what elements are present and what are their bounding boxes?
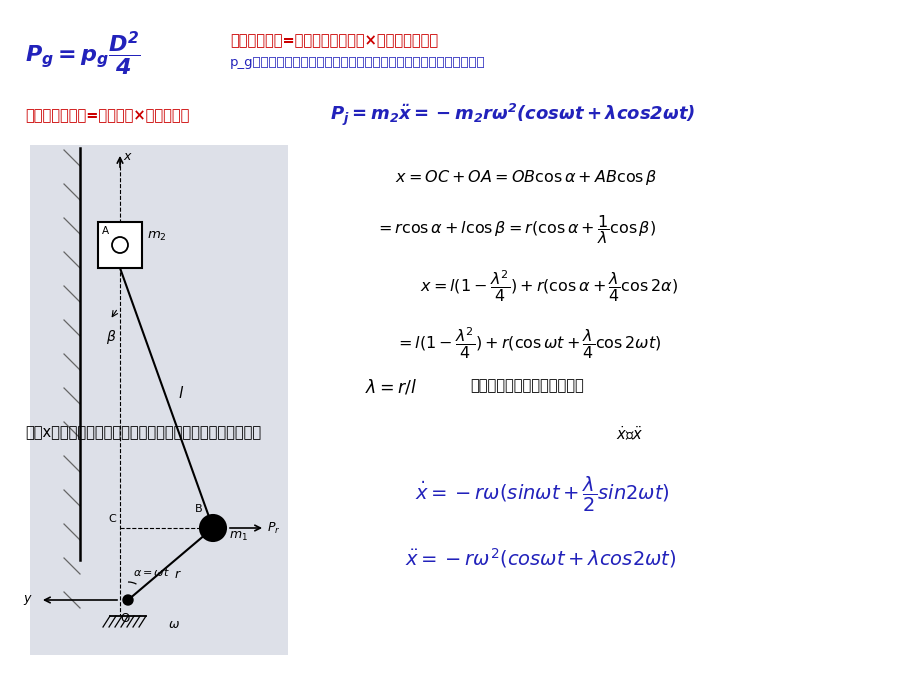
Circle shape	[123, 595, 133, 605]
Text: $= l(1 - \dfrac{\lambda^2}{4}) + r(\cos\omega t + \dfrac{\lambda}{4}\cos 2\omega: $= l(1 - \dfrac{\lambda^2}{4}) + r(\cos\…	[394, 325, 661, 361]
Text: $y$: $y$	[23, 593, 33, 607]
Text: p_g是活塞顶面受到的单位爆发压力（压强），通过单缸试验实测得到: p_g是活塞顶面受到的单位爆发压力（压强），通过单缸试验实测得到	[230, 56, 485, 69]
Text: 有了x，分别求一阶导数和二阶导数，就可以求出活塞的速度: 有了x，分别求一阶导数和二阶导数，就可以求出活塞的速度	[25, 425, 261, 440]
Text: $l$: $l$	[178, 385, 185, 401]
Text: $\dot{x} = -r\omega(sin\omega t + \dfrac{\lambda}{2}sin2\omega t)$: $\dot{x} = -r\omega(sin\omega t + \dfrac…	[414, 475, 669, 514]
Bar	[98, 222, 142, 268]
Bar	[30, 145, 288, 655]
Text: 为曲柄半径与连杆长度之比。: 为曲柄半径与连杆长度之比。	[470, 378, 584, 393]
Text: B: B	[195, 504, 202, 514]
Text: A: A	[102, 226, 109, 236]
Text: $x = l(1 - \dfrac{\lambda^2}{4}) + r(\cos\alpha + \dfrac{\lambda}{4}\cos 2\alpha: $x = l(1 - \dfrac{\lambda^2}{4}) + r(\co…	[420, 268, 677, 304]
Text: $\bfit{P}_g = \bfit{p}_g\dfrac{\bfit{D}^2}{\bfit{4}}$: $\bfit{P}_g = \bfit{p}_g\dfrac{\bfit{D}^…	[25, 30, 141, 78]
Text: $m_1$: $m_1$	[229, 530, 247, 543]
Text: 活塞往复惯性力=活塞质量×活塞加速度: 活塞往复惯性力=活塞质量×活塞加速度	[25, 108, 189, 123]
Text: $r$: $r$	[175, 568, 182, 581]
Text: $\alpha = \omega t$: $\alpha = \omega t$	[133, 566, 170, 578]
Text: $\beta$: $\beta$	[106, 328, 116, 346]
Text: $\ddot{x} = -r\omega^2(cos\omega t + \lambda cos2\omega t)$: $\ddot{x} = -r\omega^2(cos\omega t + \la…	[404, 546, 675, 570]
Text: $P_r$: $P_r$	[267, 520, 280, 535]
Text: $= r\cos\alpha + l\cos\beta = r(\cos\alpha + \dfrac{1}{\lambda}\cos\beta)$: $= r\cos\alpha + l\cos\beta = r(\cos\alp…	[375, 213, 655, 246]
Text: O: O	[120, 612, 130, 625]
Text: $\lambda = r/l$: $\lambda = r/l$	[365, 378, 416, 397]
Text: $\dot{x}$和$\ddot{x}$: $\dot{x}$和$\ddot{x}$	[616, 425, 642, 444]
Text: $\bfit{P}_j = \bfit{m}_2\ddot{\bfit{x}} = -\bfit{m}_2\bfit{r}\omega^2(\bfit{cos}: $\bfit{P}_j = \bfit{m}_2\ddot{\bfit{x}} …	[330, 102, 695, 128]
Text: C: C	[108, 514, 116, 524]
Text: $m_2$: $m_2$	[147, 230, 166, 243]
Text: 气体爆发压力=单位压力（压强）×活塞顶面的面积: 气体爆发压力=单位压力（压强）×活塞顶面的面积	[230, 33, 437, 48]
Circle shape	[199, 515, 226, 541]
Circle shape	[210, 525, 216, 531]
Text: $x$: $x$	[123, 150, 132, 163]
Text: $x = OC + OA = OB\cos\alpha + AB\cos\beta$: $x = OC + OA = OB\cos\alpha + AB\cos\bet…	[394, 168, 657, 187]
Text: $\omega$: $\omega$	[168, 618, 180, 631]
